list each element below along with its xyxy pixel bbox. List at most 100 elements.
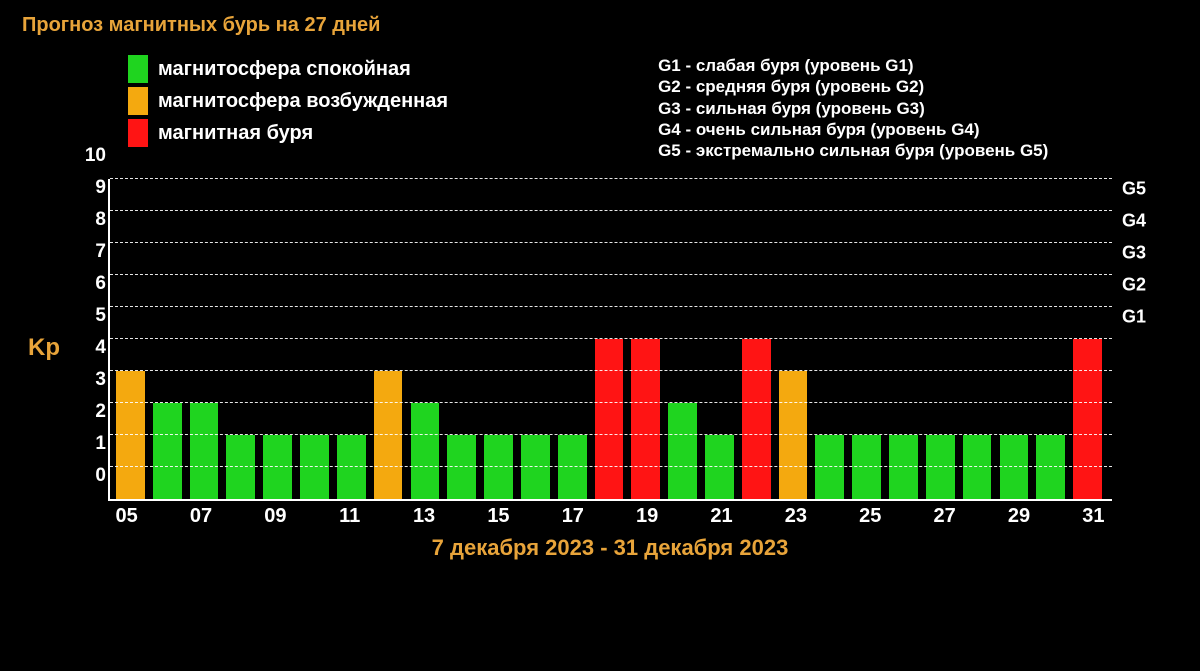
legend-label: магнитосфера возбужденная <box>158 90 448 113</box>
bar <box>190 403 219 499</box>
bar-slot <box>443 179 480 499</box>
x-tick-label: 05 <box>115 505 137 528</box>
g-scale-description: G1 - слабая буря (уровень G1)G2 - средня… <box>658 55 1048 161</box>
legend-item: магнитосфера спокойная <box>128 55 448 83</box>
bar <box>447 435 476 499</box>
x-tick-label: 17 <box>562 505 584 528</box>
bar-slot <box>664 179 701 499</box>
x-tick-label: 25 <box>859 505 881 528</box>
bar <box>1073 339 1102 499</box>
y-tick-label: 0 <box>82 465 106 487</box>
legend-label: магнитная буря <box>158 122 313 145</box>
bar-slot <box>885 179 922 499</box>
grid-line <box>110 402 1112 403</box>
bar <box>668 403 697 499</box>
y-tick-label: 2 <box>82 401 106 423</box>
bar-slot <box>701 179 738 499</box>
g-scale-line: G3 - сильная буря (уровень G3) <box>658 98 1048 119</box>
bar <box>631 339 660 499</box>
page: Прогноз магнитных бурь на 27 дней магнит… <box>0 0 1200 671</box>
bar-slot <box>112 179 149 499</box>
bar <box>963 435 992 499</box>
x-tick-label: 09 <box>264 505 286 528</box>
g-tick-label: G2 <box>1122 275 1146 296</box>
bar-slot <box>554 179 591 499</box>
y-tick-label: 8 <box>82 209 106 231</box>
bar <box>484 435 513 499</box>
bar <box>815 435 844 499</box>
bar-slot <box>959 179 996 499</box>
x-tick-label: 19 <box>636 505 658 528</box>
bar <box>521 435 550 499</box>
bar <box>926 435 955 499</box>
bar <box>263 435 292 499</box>
grid-line <box>110 370 1112 371</box>
bar <box>226 435 255 499</box>
grid-line <box>110 434 1112 435</box>
grid-line <box>110 338 1112 339</box>
bar-slot <box>1032 179 1069 499</box>
g-scale-line: G1 - слабая буря (уровень G1) <box>658 55 1048 76</box>
y-tick-label: 3 <box>82 369 106 391</box>
bar <box>411 403 440 499</box>
bar <box>779 371 808 499</box>
bar <box>852 435 881 499</box>
g-scale-line: G5 - экстремально сильная буря (уровень … <box>658 140 1048 161</box>
grid-line <box>110 178 1112 179</box>
legend-label: магнитосфера спокойная <box>158 58 411 81</box>
bar <box>889 435 918 499</box>
x-tick-label: 31 <box>1082 505 1104 528</box>
bar-slot <box>591 179 628 499</box>
bar-slot <box>407 179 444 499</box>
legend: магнитосфера спокойная магнитосфера возбу… <box>128 55 448 161</box>
bar-slot <box>775 179 812 499</box>
x-tick-label: 07 <box>190 505 212 528</box>
grid-line <box>110 306 1112 307</box>
bar <box>116 371 145 499</box>
plot-area: 012345678910G1G2G3G4G5 <box>108 179 1112 501</box>
x-tick-label: 27 <box>934 505 956 528</box>
bar <box>374 371 403 499</box>
grid-line <box>110 242 1112 243</box>
legend-item: магнитосфера возбужденная <box>128 87 448 115</box>
bar-slot <box>811 179 848 499</box>
y-axis-label: Kp <box>28 334 60 362</box>
bar <box>705 435 734 499</box>
bars-container <box>110 179 1112 499</box>
legend-swatch <box>128 87 148 115</box>
g-tick-label: G3 <box>1122 243 1146 264</box>
bar-slot <box>922 179 959 499</box>
bar-slot <box>186 179 223 499</box>
bar <box>337 435 366 499</box>
grid-line <box>110 210 1112 211</box>
g-scale-line: G2 - средняя буря (уровень G2) <box>658 76 1048 97</box>
bar-slot <box>259 179 296 499</box>
g-tick-label: G4 <box>1122 211 1146 232</box>
page-title: Прогноз магнитных бурь на 27 дней <box>22 14 1182 37</box>
bar-slot <box>848 179 885 499</box>
y-tick-label: 5 <box>82 305 106 327</box>
g-tick-label: G1 <box>1122 307 1146 328</box>
y-tick-label: 9 <box>82 177 106 199</box>
y-tick-label: 10 <box>82 145 106 167</box>
chart: Kp 012345678910G1G2G3G4G5 05070911131517… <box>78 179 1142 561</box>
legend-swatch <box>128 55 148 83</box>
y-tick-label: 6 <box>82 273 106 295</box>
bar-slot <box>1069 179 1106 499</box>
y-tick-label: 4 <box>82 337 106 359</box>
legend-item: магнитная буря <box>128 119 448 147</box>
grid-line <box>110 274 1112 275</box>
bar-slot <box>627 179 664 499</box>
bar <box>1036 435 1065 499</box>
x-tick-label: 21 <box>710 505 732 528</box>
legend-swatch <box>128 119 148 147</box>
bar <box>595 339 624 499</box>
bar-slot <box>480 179 517 499</box>
bar-slot <box>517 179 554 499</box>
bar-slot <box>296 179 333 499</box>
bar <box>153 403 182 499</box>
bar-slot <box>222 179 259 499</box>
bar <box>558 435 587 499</box>
bar-slot <box>333 179 370 499</box>
bar <box>300 435 329 499</box>
